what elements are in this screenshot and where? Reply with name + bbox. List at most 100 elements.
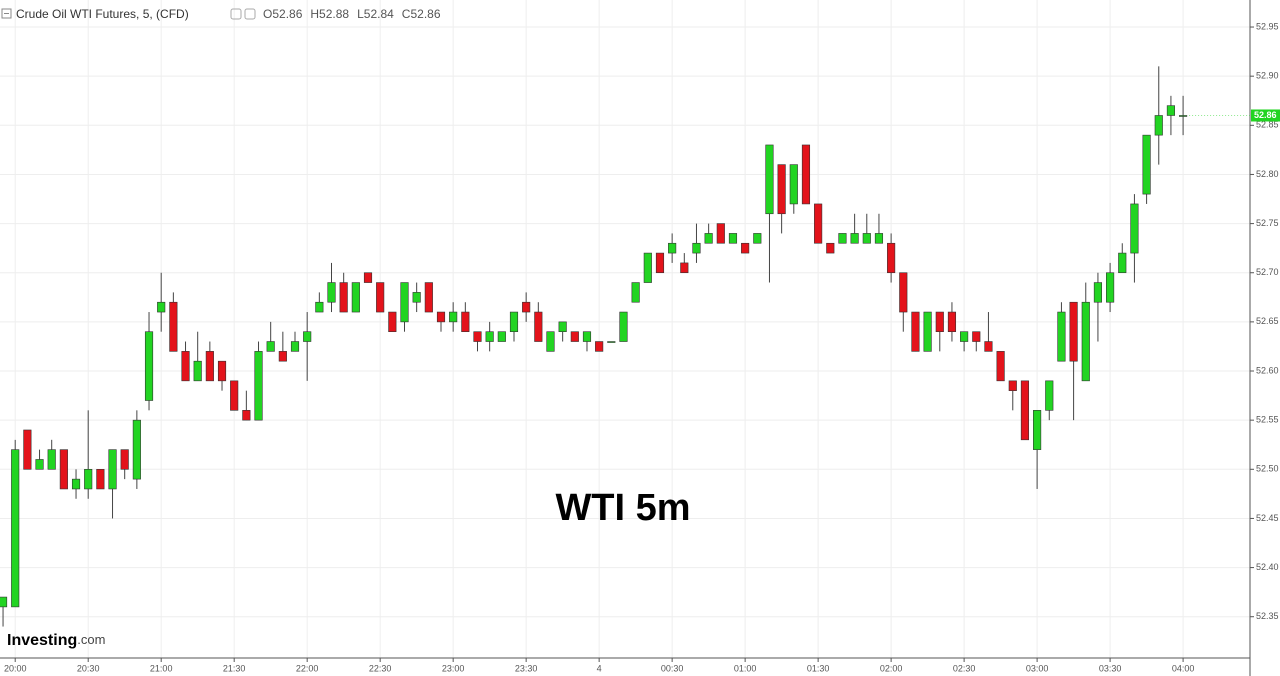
- candle-body-down: [120, 449, 129, 470]
- ohlc-letter: H: [310, 7, 319, 21]
- ohlc-value: 52.86: [272, 7, 302, 21]
- x-tick-label: 03:30: [1099, 663, 1122, 673]
- candle-body-down: [23, 429, 32, 470]
- ohlc-value: 52.84: [364, 7, 394, 21]
- ohlc-item: H52.88: [310, 7, 349, 21]
- candle-body-down: [716, 223, 725, 244]
- candle-body-down: [363, 272, 373, 283]
- candle-body-up: [108, 449, 117, 490]
- candle-body-up: [765, 144, 774, 215]
- candle-body-down: [570, 331, 579, 342]
- candle-body-up: [558, 321, 567, 333]
- candle-body-up: [1093, 282, 1103, 303]
- candle-body-up: [254, 351, 263, 421]
- candle-body-up: [874, 233, 884, 244]
- x-tick-label: 00:30: [661, 663, 684, 673]
- candle-body-down: [887, 242, 896, 274]
- x-tick-label: 03:00: [1026, 663, 1049, 673]
- watermark: Investing.com: [7, 632, 105, 649]
- candle-body-down: [814, 203, 823, 244]
- candle-body-down: [1069, 301, 1078, 362]
- candle-body-up: [1130, 203, 1139, 254]
- y-tick-label: 52.45: [1256, 513, 1279, 523]
- x-tick-label: 21:30: [223, 663, 246, 673]
- candle-body-down: [461, 311, 470, 333]
- candle-body-down: [655, 252, 665, 274]
- candle-body-down: [1020, 380, 1030, 441]
- candle-body-up: [1033, 410, 1042, 450]
- candle-body-up: [1154, 115, 1163, 136]
- y-tick-label: 52.60: [1256, 365, 1279, 375]
- x-tick-label: 20:00: [4, 663, 27, 673]
- candle-body-down: [339, 282, 348, 313]
- x-tick-label: 22:00: [296, 663, 319, 673]
- candle-body-up: [412, 292, 421, 303]
- candle-body-up: [303, 331, 312, 342]
- candle-body-down: [801, 144, 811, 205]
- candle-body-down: [972, 331, 981, 342]
- candle-body-down: [680, 262, 689, 274]
- candle-body-up: [193, 360, 202, 382]
- candle-body-down: [534, 311, 543, 342]
- x-tick-label: 01:00: [734, 663, 757, 673]
- collapse-icon[interactable]: [1, 8, 12, 19]
- y-tick-label: 52.95: [1256, 21, 1279, 31]
- x-tick-label: 23:30: [515, 663, 538, 673]
- candle-body-up: [1081, 301, 1090, 382]
- watermark-domain: .com: [77, 632, 105, 647]
- candle-body-up: [132, 419, 141, 480]
- y-tick-label: 52.85: [1256, 120, 1279, 130]
- candle-body-up: [290, 341, 300, 352]
- candle-body-down: [741, 242, 750, 254]
- candle-body-up: [704, 233, 713, 244]
- candle-body-up: [728, 233, 738, 244]
- candle-body-up: [509, 311, 519, 333]
- candle-body-up: [838, 233, 847, 244]
- x-tick-label: 4: [597, 663, 602, 673]
- candle-body-up: [485, 331, 494, 342]
- watermark-brand: Investing: [7, 632, 77, 649]
- candle-body-up: [1106, 272, 1115, 303]
- x-tick-label: 02:30: [953, 663, 976, 673]
- candle-body-up: [1045, 380, 1054, 411]
- candle-body-up: [1142, 134, 1151, 195]
- candle-body-up: [582, 331, 592, 342]
- candle-body-up: [315, 301, 324, 313]
- x-tick-label: 04:00: [1172, 663, 1195, 673]
- candle-body-up: [11, 449, 20, 608]
- candle-body-down: [595, 341, 604, 352]
- ohlc-letter: O: [263, 7, 272, 21]
- candle-body-down: [935, 311, 944, 333]
- last-price-tag: [1251, 109, 1280, 122]
- ohlc-letter: L: [357, 7, 364, 21]
- y-tick-label: 52.65: [1256, 316, 1279, 326]
- candle-body-up: [753, 233, 762, 244]
- candle-body-up: [631, 282, 640, 303]
- candle-body-down: [230, 380, 239, 411]
- candle-body-down: [388, 311, 397, 333]
- candle-body-up: [1118, 252, 1127, 274]
- y-tick-label: 52.90: [1256, 71, 1279, 81]
- candle-body-up: [497, 331, 506, 342]
- candle-body-down: [59, 449, 68, 490]
- settings-icon[interactable]: [230, 8, 242, 20]
- candle-body-down: [169, 301, 178, 352]
- ohlc-letter: C: [402, 7, 411, 21]
- candle-body-up: [400, 282, 409, 323]
- candle-body-up: [789, 164, 798, 205]
- candle-body-up: [449, 311, 458, 323]
- candle-body-up: [607, 341, 616, 343]
- last-price-label: 52.86: [1254, 110, 1277, 120]
- y-tick-label: 52.35: [1256, 611, 1279, 621]
- candle-body-down: [777, 164, 786, 215]
- candle-body-up: [327, 282, 336, 303]
- close-icon[interactable]: [244, 8, 256, 20]
- candle-body-down: [996, 351, 1005, 382]
- candle-body-down: [911, 311, 920, 352]
- chart-title: Crude Oil WTI Futures, 5, (CFD): [16, 7, 189, 21]
- candle-body-up: [923, 311, 932, 352]
- candle-body-down: [242, 410, 251, 421]
- annotation: WTI 5m: [555, 487, 690, 529]
